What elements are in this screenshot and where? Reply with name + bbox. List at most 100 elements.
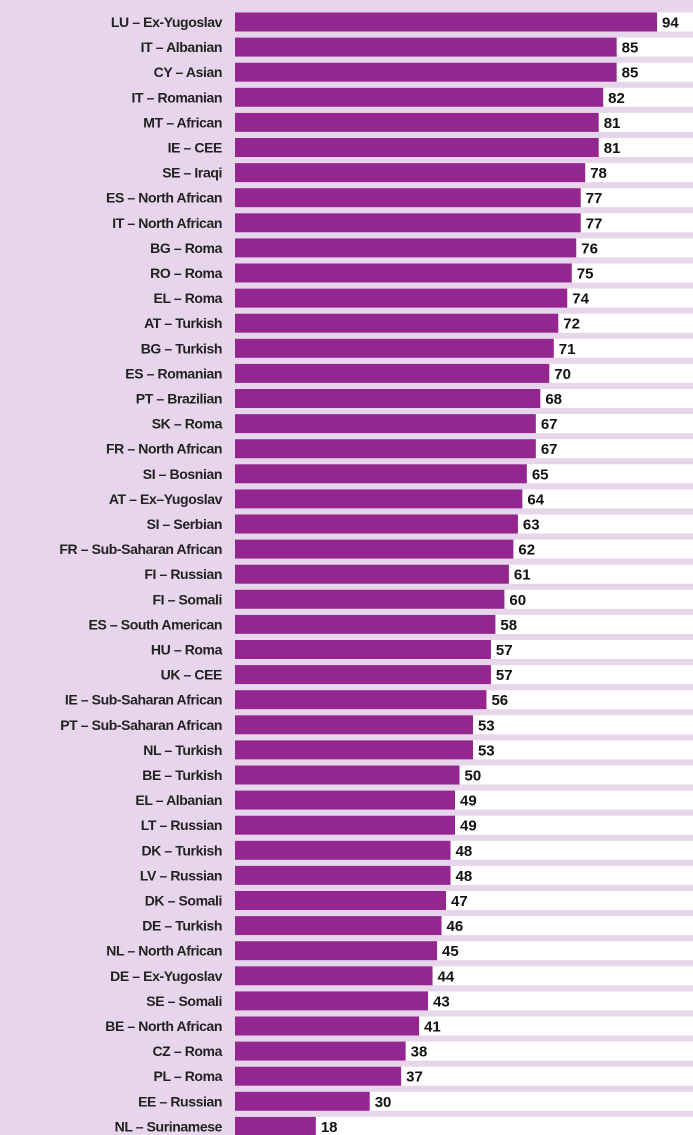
value-label: 67 (541, 416, 558, 433)
bar (235, 815, 456, 835)
value-label: 44 (438, 968, 455, 985)
category-label: CY – Asian (154, 64, 222, 80)
category-label: ES – Romanian (125, 365, 222, 381)
bar (235, 138, 599, 157)
bar (235, 790, 456, 810)
value-label: 45 (442, 943, 459, 960)
value-label: 72 (563, 316, 580, 333)
bar (235, 1016, 420, 1036)
category-label: NL – North African (106, 943, 222, 959)
bar (235, 37, 617, 57)
bar (235, 1116, 316, 1135)
bar (235, 715, 473, 735)
bar (235, 338, 554, 358)
bar (235, 213, 581, 233)
category-label: FI – Somali (152, 591, 222, 607)
value-label: 43 (433, 993, 450, 1010)
category-label: SI – Serbian (147, 516, 222, 532)
bar (235, 112, 599, 132)
bar (235, 238, 577, 258)
category-label: DK – Turkish (141, 842, 222, 858)
bar (235, 539, 514, 559)
category-label: LT – Russian (141, 817, 222, 833)
bar (235, 188, 581, 208)
value-label: 61 (514, 567, 531, 584)
value-label: 77 (586, 215, 603, 232)
category-label: BG – Roma (150, 240, 222, 256)
category-label: SE – Somali (146, 993, 222, 1009)
category-label: BE – North African (105, 1018, 222, 1034)
category-label: IE – CEE (168, 140, 222, 156)
value-label: 64 (527, 491, 544, 508)
value-label: 77 (586, 190, 603, 207)
value-label: 85 (622, 65, 639, 82)
category-label: BG – Turkish (141, 340, 222, 356)
bar (235, 439, 536, 459)
category-label: PL – Roma (154, 1068, 223, 1084)
value-label: 38 (411, 1044, 428, 1061)
value-label: 49 (460, 793, 477, 810)
bar (235, 690, 487, 710)
category-label: IT – Romanian (132, 89, 222, 105)
category-label: CZ – Roma (152, 1043, 222, 1059)
value-label: 85 (622, 40, 639, 57)
category-label: MT – African (143, 114, 222, 130)
category-label: NL – Surinamese (115, 1118, 223, 1134)
category-label: DE – Ex-Yugoslav (110, 968, 222, 984)
value-label: 57 (496, 642, 513, 659)
category-label: RO – Roma (150, 265, 222, 281)
category-label: EE – Russian (138, 1093, 222, 1109)
bar (235, 840, 451, 860)
bar (235, 614, 496, 634)
category-label: LU – Ex-Yugoslav (111, 14, 223, 30)
bar (235, 87, 604, 107)
category-label: DK – Somali (145, 893, 222, 909)
bar (235, 414, 536, 434)
value-label: 48 (456, 843, 473, 860)
category-label: IT – North African (112, 215, 222, 231)
category-label: HU – Roma (151, 642, 223, 658)
bar (235, 464, 527, 484)
value-label: 60 (509, 592, 526, 609)
value-label: 78 (590, 165, 607, 182)
bar (235, 564, 509, 584)
category-label: EL – Albanian (135, 792, 222, 808)
bar (235, 665, 491, 685)
category-label: FR – North African (106, 441, 222, 457)
value-label: 62 (518, 542, 535, 559)
category-label: AT – Ex–Yugoslav (109, 491, 223, 507)
category-label: FI – Russian (144, 566, 222, 582)
value-label: 18 (321, 1119, 338, 1135)
bar (235, 891, 447, 910)
value-label: 76 (581, 240, 598, 257)
value-label: 53 (478, 742, 495, 759)
bar (235, 489, 523, 509)
bar (235, 389, 541, 408)
value-label: 49 (460, 818, 477, 835)
bar (235, 916, 442, 936)
value-label: 53 (478, 717, 495, 734)
value-label: 48 (456, 868, 473, 885)
value-label: 63 (523, 517, 540, 534)
value-label: 81 (604, 115, 621, 132)
bar (235, 1041, 406, 1061)
value-label: 47 (451, 893, 468, 910)
bar (235, 12, 658, 32)
value-label: 50 (465, 768, 482, 785)
bar (235, 740, 473, 760)
category-label: DE – Turkish (142, 918, 222, 934)
value-label: 82 (608, 90, 625, 107)
bar (235, 163, 586, 183)
category-label: UK – CEE (161, 667, 222, 683)
bar (235, 1066, 402, 1086)
bar (235, 514, 518, 534)
category-label: PT – Sub-Saharan African (60, 717, 222, 733)
category-label: NL – Turkish (143, 742, 222, 758)
value-label: 74 (572, 291, 589, 308)
category-label: ES – South American (89, 616, 222, 632)
bar (235, 62, 617, 82)
category-label: IT – Albanian (141, 39, 222, 55)
bar (235, 991, 429, 1011)
value-label: 65 (532, 466, 549, 483)
